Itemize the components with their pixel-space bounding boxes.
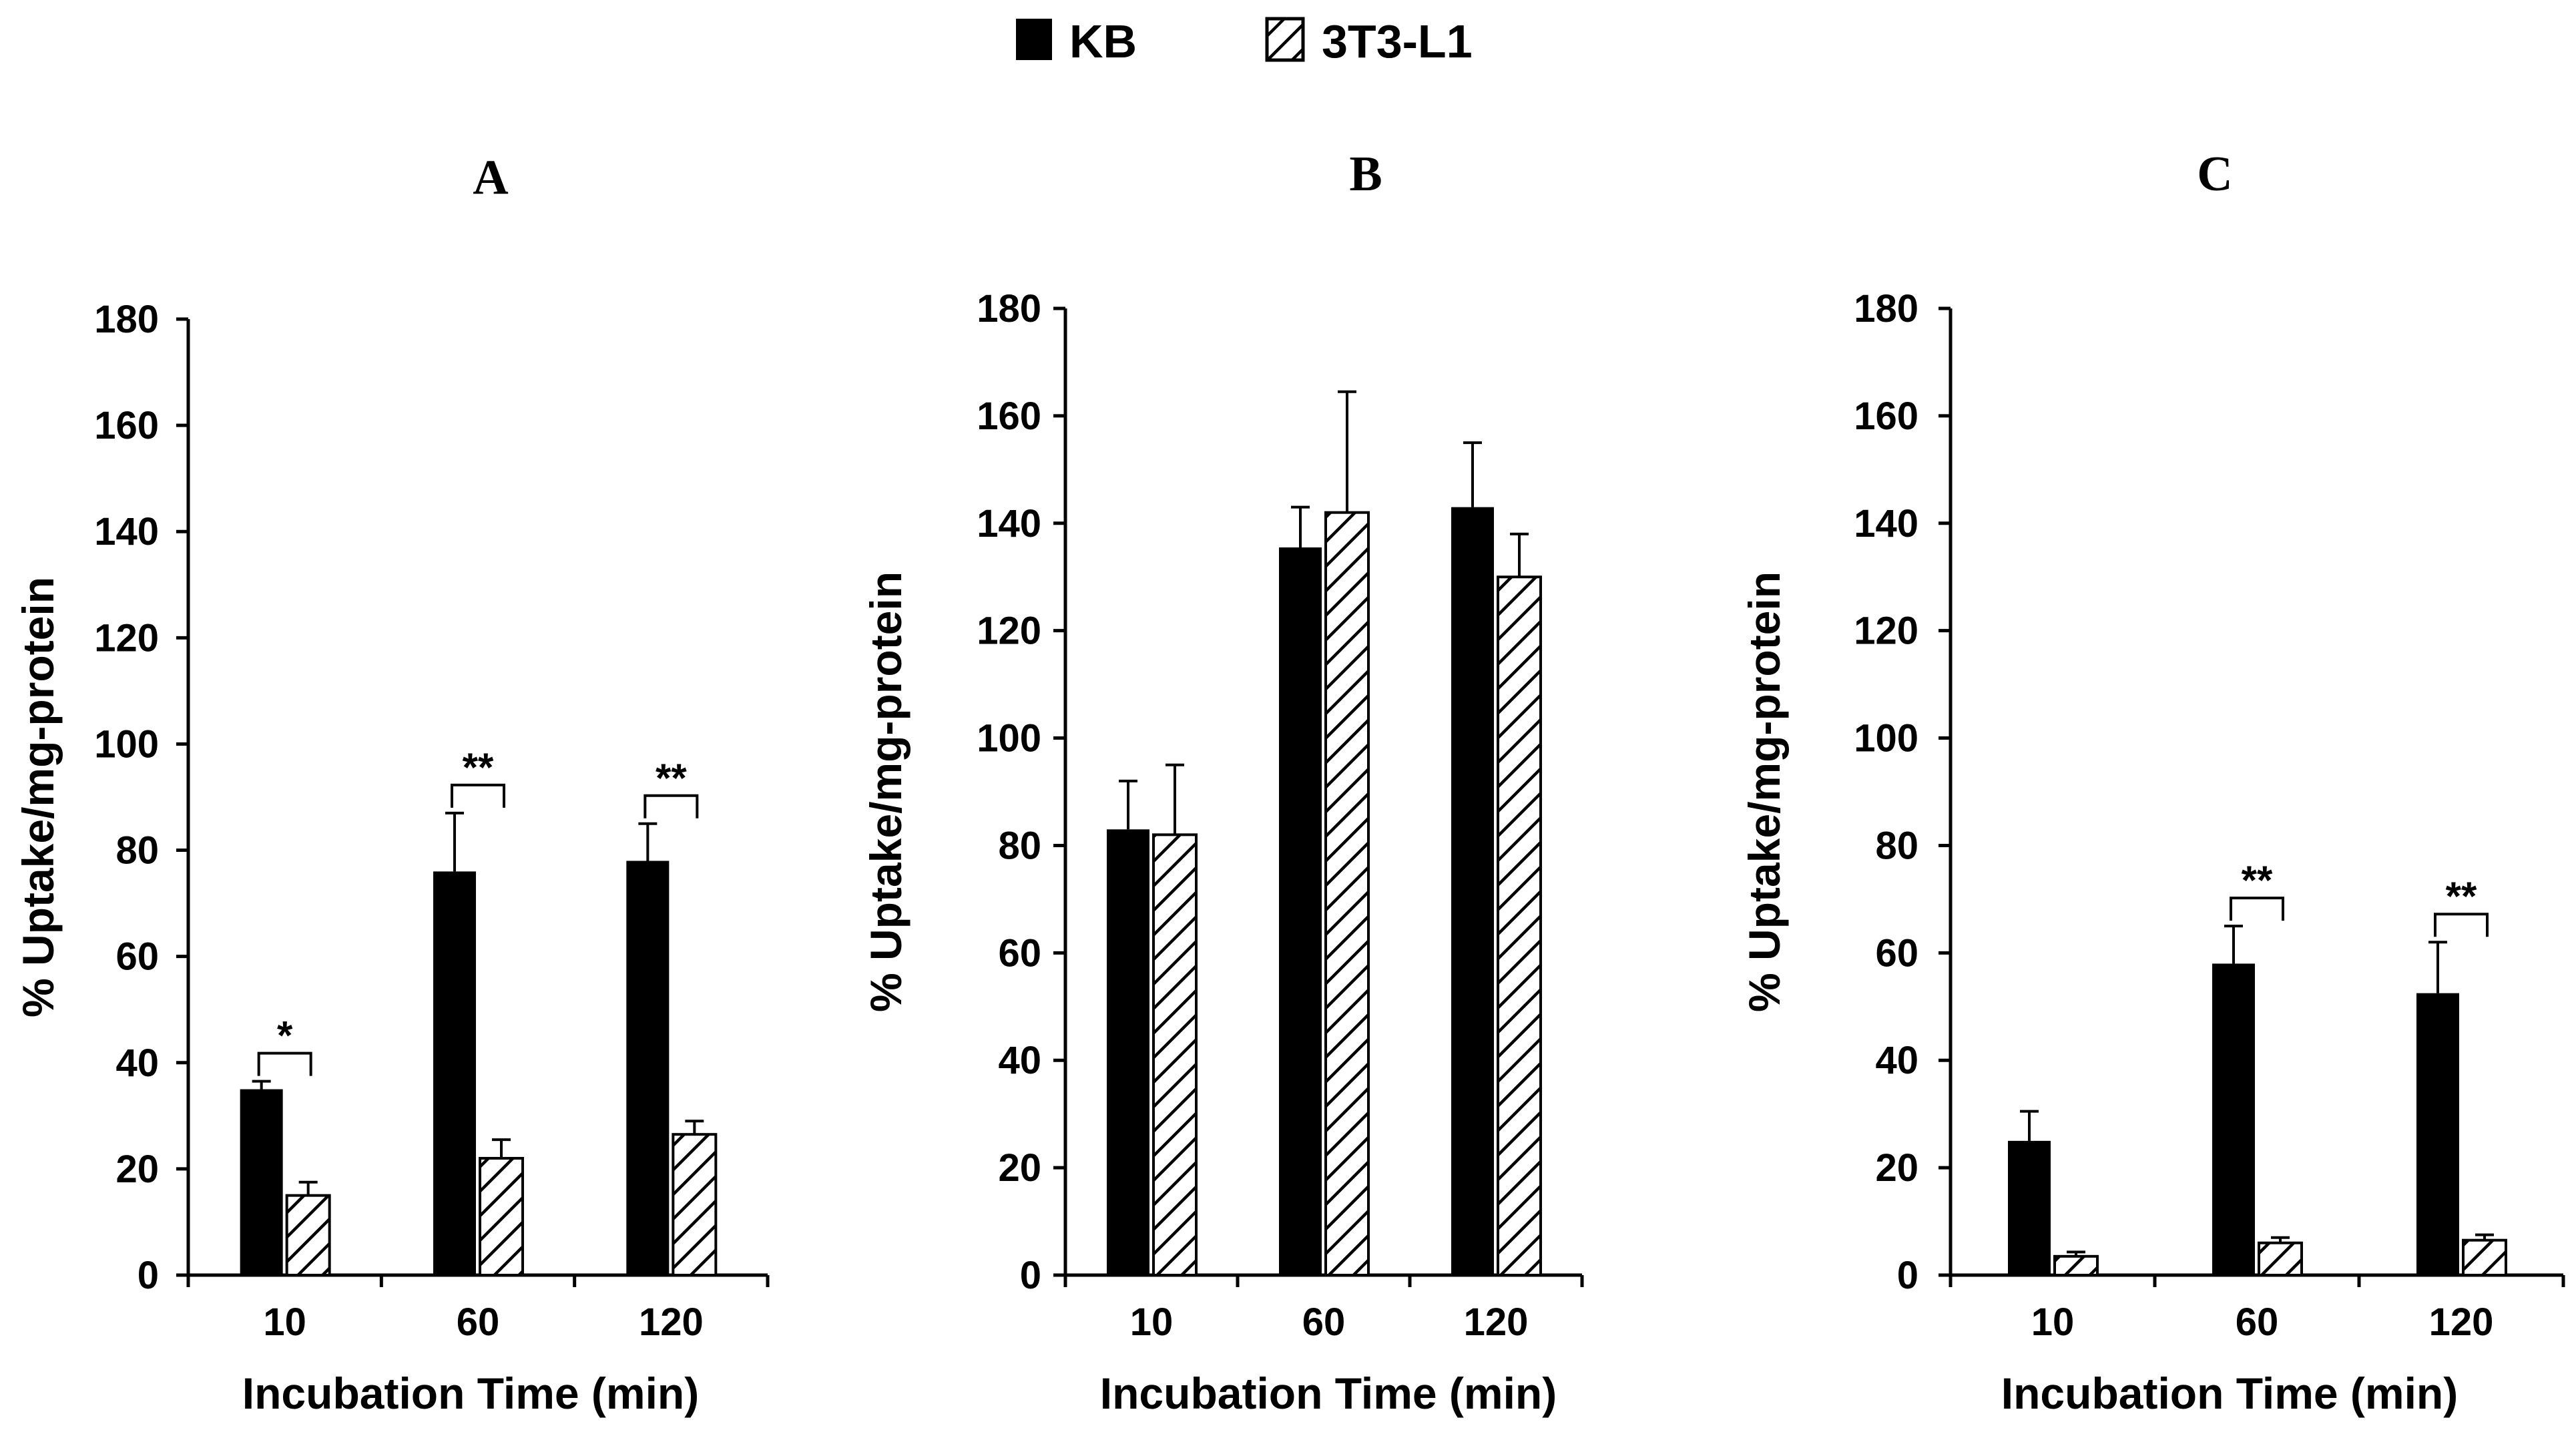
x-tick-label: 60 <box>2236 1300 2279 1344</box>
significance-bracket <box>257 1051 312 1076</box>
y-tick-label: 100 <box>94 722 159 766</box>
significance-bracket <box>2434 913 2489 937</box>
x-tick-label: 60 <box>457 1300 500 1344</box>
x-tick-label: 120 <box>2429 1300 2494 1344</box>
panel-title-c: C <box>2197 147 2232 202</box>
panel-title-b: B <box>1349 147 1382 202</box>
y-tick-label: 0 <box>138 1254 159 1297</box>
x-axis-label: Incubation Time (min) <box>1100 1369 1557 1418</box>
legend-label-3t3l1: 3T3-L1 <box>1322 15 1473 67</box>
y-tick-label: 40 <box>998 1039 1041 1082</box>
y-tick-label: 120 <box>94 616 159 660</box>
bar-kb <box>626 861 670 1275</box>
significance-marker: * <box>277 1013 293 1058</box>
bar-kb <box>2416 993 2459 1275</box>
y-axis-label: % Uptake/mg-protein <box>13 577 63 1017</box>
y-tick-label: 100 <box>977 717 1041 760</box>
x-tick-label: 120 <box>1464 1300 1529 1344</box>
significance-bracket <box>643 794 699 818</box>
y-tick-label: 180 <box>94 298 159 341</box>
chart-panel-c: C 0 20 40 60 80 100 120 140 160 180 % Uptake/mg-pro… <box>1740 147 2565 1418</box>
y-tick-label: 40 <box>115 1041 159 1085</box>
y-tick-label: 20 <box>115 1148 159 1191</box>
x-tick-label: 120 <box>639 1300 704 1344</box>
bar-kb <box>240 1089 283 1275</box>
y-tick-label: 140 <box>94 510 159 553</box>
y-tick-label: 80 <box>1875 824 1918 867</box>
y-tick-label: 80 <box>998 824 1041 867</box>
y-tick-label: 100 <box>1854 717 1918 760</box>
bar-3t3l1 <box>2053 1254 2099 1277</box>
bar-kb <box>1107 829 1149 1275</box>
bar-3t3l1 <box>479 1156 524 1276</box>
legend-swatch-3t3l1 <box>1265 17 1305 62</box>
bar-3t3l1 <box>1152 833 1198 1277</box>
x-axis-label: Incubation Time (min) <box>242 1369 699 1418</box>
y-tick-label: 80 <box>115 829 159 873</box>
chart-panel-b: B 0 20 40 60 80 100 120 140 160 180 % Uptake/mg-pro… <box>861 147 1584 1418</box>
x-tick-label: 10 <box>2031 1300 2075 1344</box>
y-tick-label: 140 <box>977 502 1041 545</box>
bar-kb <box>2212 963 2255 1275</box>
significance-bracket <box>451 783 505 808</box>
bar-3t3l1 <box>1497 575 1542 1277</box>
y-tick-label: 20 <box>998 1146 1041 1190</box>
x-tick-label: 60 <box>1302 1300 1346 1344</box>
y-tick-label: 140 <box>1854 502 1918 545</box>
legend-label-kb: KB <box>1069 15 1137 67</box>
x-tick-label: 10 <box>263 1300 306 1344</box>
bar-3t3l1 <box>2462 1238 2507 1276</box>
legend: KB 3T3-L1 <box>1016 15 1473 67</box>
bar-kb <box>1279 547 1322 1275</box>
x-axis-label: Incubation Time (min) <box>2001 1369 2458 1418</box>
panel-title-a: A <box>473 150 508 205</box>
y-tick-label: 0 <box>1897 1254 1918 1297</box>
bar-3t3l1 <box>672 1133 718 1276</box>
y-tick-label: 120 <box>1854 610 1918 653</box>
bar-3t3l1 <box>285 1194 331 1276</box>
y-tick-label: 60 <box>1875 931 1918 975</box>
significance-marker: ** <box>656 756 687 800</box>
y-tick-label: 20 <box>1875 1146 1918 1190</box>
y-tick-label: 60 <box>998 931 1041 975</box>
y-tick-label: 120 <box>977 610 1041 653</box>
y-tick-label: 160 <box>977 395 1041 438</box>
y-axis-label: % Uptake/mg-protein <box>861 571 911 1012</box>
y-tick-label: 180 <box>1854 287 1918 330</box>
bar-3t3l1 <box>2258 1241 2303 1276</box>
legend-swatch-kb <box>1016 19 1052 60</box>
x-tick-label: 10 <box>1130 1300 1174 1344</box>
y-tick-label: 60 <box>115 935 159 979</box>
significance-marker: ** <box>463 745 494 790</box>
bar-kb <box>433 871 476 1275</box>
significance-bracket <box>2230 897 2284 921</box>
bar-3t3l1 <box>1324 511 1370 1277</box>
significance-marker: ** <box>2242 858 2273 903</box>
chart-panel-a: A 0 20 40 60 80 100 120 140 160 180 % Uptake/mg-pro… <box>13 150 770 1418</box>
y-axis-label: % Uptake/mg-protein <box>1740 571 1789 1012</box>
y-tick-label: 40 <box>1875 1039 1918 1082</box>
y-tick-label: 160 <box>94 404 159 447</box>
y-tick-label: 0 <box>1020 1254 1041 1297</box>
y-tick-label: 160 <box>1854 395 1918 438</box>
y-tick-label: 180 <box>977 287 1041 330</box>
bar-kb <box>1451 507 1494 1275</box>
bar-kb <box>2008 1140 2051 1275</box>
significance-marker: ** <box>2446 874 2477 919</box>
